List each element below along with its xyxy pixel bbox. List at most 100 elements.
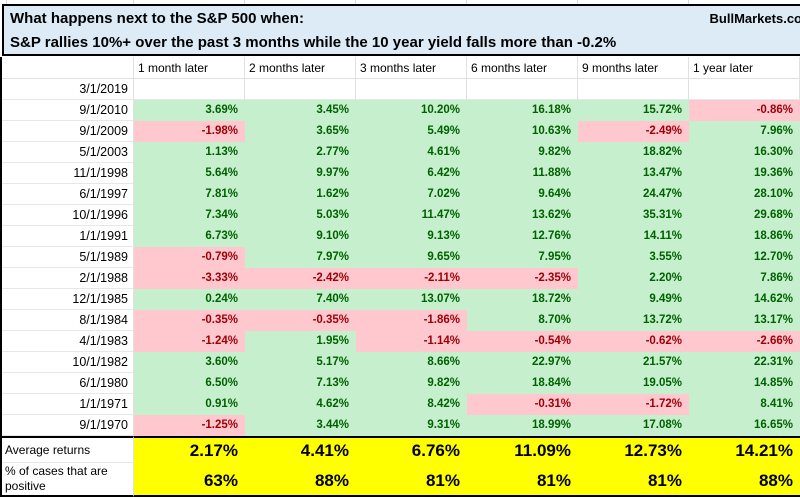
return-cell: 3.69% [134,100,245,121]
table-row: 5/1/1989 -0.79% 7.97% 9.65% 7.95% 3.55% 12.70% [2,247,800,268]
return-cell: 16.18% [467,100,578,121]
return-cell: 18.84% [467,373,578,394]
row-date: 5/1/1989 [2,247,134,268]
return-cell: -1.98% [134,121,245,142]
table-row: 8/1/1984 -0.35% -0.35% -1.86% 8.70% 13.72% 13.… [2,310,800,331]
return-cell: 16.65% [689,415,800,436]
pct-positive-cell: 81% [356,463,467,497]
return-cell: 3.65% [245,121,356,142]
return-cell: 16.30% [689,142,800,163]
average-returns-label: Average returns [2,436,134,463]
return-cell: 8.66% [356,352,467,373]
return-cell: 11.88% [467,163,578,184]
return-cell: 7.95% [467,247,578,268]
average-return-cell: 6.76% [356,436,467,463]
table-row: 6/1/1980 6.50% 7.13% 9.82% 18.84% 19.05% 14.85… [2,373,800,394]
return-cell: 9.49% [578,289,689,310]
return-cell: -1.25% [134,415,245,436]
return-cell: -2.66% [689,331,800,352]
return-cell: 3.60% [134,352,245,373]
return-cell: -2.35% [467,268,578,289]
return-cell: 19.05% [578,373,689,394]
return-cell: 13.72% [578,310,689,331]
row-date: 6/1/1997 [2,184,134,205]
return-cell: 3.45% [245,100,356,121]
return-cell [578,79,689,100]
table-row: 9/1/2009 -1.98% 3.65% 5.49% 10.63% -2.49% 7.96… [2,121,800,142]
return-cell: 18.72% [467,289,578,310]
return-cell: 18.86% [689,226,800,247]
row-date: 2/1/1988 [2,268,134,289]
return-cell: 9.13% [356,226,467,247]
return-cell: -1.24% [134,331,245,352]
row-date: 3/1/2019 [2,79,134,100]
table-row: 9/1/2010 3.69% 3.45% 10.20% 16.18% 15.72% -0.8… [2,100,800,121]
return-cell [689,79,800,100]
row-date: 6/1/1980 [2,373,134,394]
return-cell: 10.63% [467,121,578,142]
return-cell: 13.17% [689,310,800,331]
pct-positive-cell: 88% [689,463,800,497]
returns-table: 1 month later 2 months later 3 months la… [0,57,800,497]
return-cell: 6.50% [134,373,245,394]
return-cell: -1.72% [578,394,689,415]
table-row: 10/1/1996 7.34% 5.03% 11.47% 13.62% 35.31% 29.… [2,205,800,226]
gridline-stub [466,0,467,5]
return-cell: 35.31% [578,205,689,226]
gridline-stub [355,0,356,5]
return-cell: 15.72% [578,100,689,121]
page-subtitle: S&P rallies 10%+ over the past 3 months … [10,33,617,51]
return-cell: 12.70% [689,247,800,268]
pct-row: % of cases that are positive 63% 88% 81% 81%… [2,463,800,497]
return-cell: 0.91% [134,394,245,415]
table-row: 9/1/1970 -1.25% 3.44% 9.31% 18.99% 17.08% 16.6… [2,415,800,436]
column-header: 9 months later [578,57,689,79]
return-cell: 7.13% [245,373,356,394]
return-cell: -2.42% [245,268,356,289]
return-cell: 7.86% [689,268,800,289]
return-cell: 9.64% [467,184,578,205]
return-cell: -1.14% [356,331,467,352]
return-cell: 7.02% [356,184,467,205]
return-cell: 28.10% [689,184,800,205]
return-cell: 5.03% [245,205,356,226]
return-cell: 29.68% [689,205,800,226]
row-date: 11/1/1998 [2,163,134,184]
gridline-stub [6,0,7,5]
return-cell: 14.11% [578,226,689,247]
return-cell: 9.82% [356,373,467,394]
row-date: 5/1/2003 [2,142,134,163]
corner-cell [2,57,134,79]
return-cell [356,79,467,100]
brand-label: BullMarkets.co [709,10,800,26]
return-cell: -1.86% [356,310,467,331]
return-cell: 7.34% [134,205,245,226]
pct-positive-cell: 88% [245,463,356,497]
pct-positive-label: % of cases that are positive [2,463,134,497]
return-cell: 6.42% [356,163,467,184]
return-cell: 0.24% [134,289,245,310]
pct-positive-cell: 81% [578,463,689,497]
column-header: 1 year later [689,57,800,79]
return-cell: 7.40% [245,289,356,310]
row-date: 4/1/1983 [2,331,134,352]
return-cell: 4.62% [245,394,356,415]
table-row: 6/1/1997 7.81% 1.62% 7.02% 9.64% 24.47% 28.10% [2,184,800,205]
table-row: 10/1/1982 3.60% 5.17% 8.66% 22.97% 21.57% 22.3… [2,352,800,373]
table-row: 1/1/1991 6.73% 9.10% 9.13% 12.76% 14.11% 18.86… [2,226,800,247]
table-row: 2/1/1988 -3.33% -2.42% -2.11% -2.35% 2.20% 7.8… [2,268,800,289]
table-row: 1/1/1971 0.91% 4.62% 8.42% -0.31% -1.72% 8.41% [2,394,800,415]
return-cell: 13.07% [356,289,467,310]
return-cell: -0.35% [245,310,356,331]
average-return-cell: 12.73% [578,436,689,463]
return-cell: 21.57% [578,352,689,373]
average-return-cell: 11.09% [467,436,578,463]
return-cell: 7.97% [245,247,356,268]
return-cell: 13.62% [467,205,578,226]
return-cell: 2.20% [578,268,689,289]
table-row: 5/1/2003 1.13% 2.77% 4.61% 9.82% 18.82% 16.30% [2,142,800,163]
return-cell: -0.86% [689,100,800,121]
row-date: 9/1/2009 [2,121,134,142]
table-row: 12/1/1985 0.24% 7.40% 13.07% 18.72% 9.49% 14.6… [2,289,800,310]
